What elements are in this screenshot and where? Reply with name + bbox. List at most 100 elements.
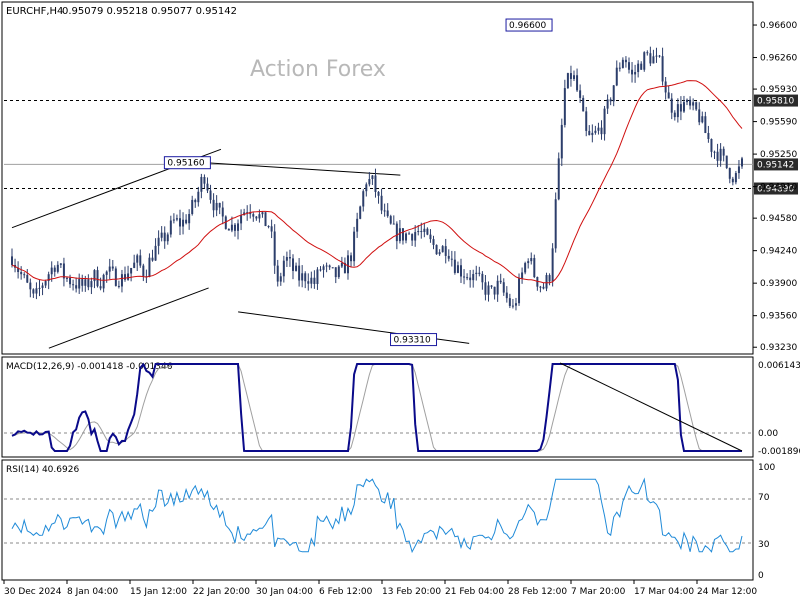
candle-body: [557, 158, 560, 200]
candle-body: [588, 130, 591, 136]
candle-body: [524, 263, 527, 273]
candle-body: [307, 281, 310, 284]
candle-body: [502, 282, 505, 293]
candle-body: [511, 305, 514, 307]
candle-body: [35, 288, 38, 294]
candle-body: [288, 257, 291, 259]
candle-body: [304, 273, 307, 282]
candle-body: [136, 255, 139, 263]
macd-line: [11, 362, 742, 452]
candle-body: [725, 155, 728, 169]
candle-body: [81, 279, 84, 286]
candle-body: [600, 127, 603, 135]
time-tick-label: 13 Feb 20:00: [382, 587, 441, 597]
candle-body: [285, 257, 288, 261]
candle-body: [722, 148, 725, 156]
candle-body: [292, 258, 295, 271]
candle-body: [698, 109, 701, 123]
candle-body: [117, 285, 120, 287]
candle-body: [316, 269, 319, 285]
rsi-tick-100: 100: [758, 463, 775, 473]
time-tick-label: 30 Jan 04:00: [256, 587, 313, 597]
candle-body: [566, 73, 569, 89]
candle-body: [514, 303, 517, 306]
candle-body: [374, 175, 377, 192]
candle-body: [120, 274, 123, 287]
candle-body: [11, 256, 13, 265]
candle-body: [560, 124, 563, 159]
rsi-polyline: [11, 477, 743, 554]
candle-body: [44, 281, 47, 286]
candle-body: [701, 116, 704, 123]
candle-body: [252, 214, 255, 217]
candle-body: [246, 212, 249, 214]
candle-body: [197, 191, 200, 203]
candle-body: [518, 278, 521, 304]
candle-body: [163, 232, 166, 242]
price-tick-label: 0.94580: [760, 214, 797, 224]
price-panel-frame: [1, 1, 754, 355]
candle-body: [710, 139, 713, 152]
candle-body: [340, 262, 343, 267]
candle-body: [191, 199, 194, 214]
annotation-box: [390, 333, 438, 347]
candle-body: [26, 275, 29, 283]
price-tick-label: 0.95930: [760, 85, 797, 95]
candle-body: [75, 285, 78, 289]
candle-body: [640, 63, 643, 70]
candle-body: [169, 220, 172, 235]
candle-body: [261, 212, 264, 215]
price-tick-label: 0.96260: [760, 54, 797, 64]
rsi-panel-frame: [1, 459, 754, 581]
candle-body: [371, 175, 374, 180]
candle-body: [652, 56, 655, 64]
candle-body: [56, 264, 59, 272]
candle-body: [741, 158, 743, 167]
price-levels: 0.95810 0.95142 0.94890: [4, 94, 798, 195]
candle-body: [279, 276, 282, 282]
candle-body: [240, 215, 243, 224]
candle-body: [686, 99, 689, 103]
candle-body: [108, 266, 111, 272]
candle-body: [380, 195, 383, 211]
candle-body: [643, 52, 646, 70]
candle-body: [695, 102, 698, 110]
candle-body: [441, 246, 444, 253]
price-tick-label: 0.93560: [760, 312, 797, 322]
candle-body: [576, 75, 579, 91]
candle-body: [353, 231, 356, 262]
candle-body: [130, 267, 133, 274]
candle-body: [582, 97, 585, 112]
candle-body: [221, 207, 224, 217]
candle-body: [53, 267, 56, 272]
candle-body: [50, 267, 53, 275]
candle-body: [444, 246, 447, 256]
candle-body: [521, 272, 524, 279]
candle-body: [713, 151, 716, 153]
moving-average: [11, 80, 743, 284]
candle-body: [151, 257, 154, 261]
macd-trendline: [559, 362, 743, 452]
time-tick-label: 15 Jan 12:00: [130, 587, 187, 597]
candle-body: [148, 257, 151, 277]
candle-body: [493, 286, 496, 295]
candle-body: [93, 270, 96, 282]
candle-body: [692, 102, 695, 106]
candle-body: [469, 277, 472, 281]
candle-body: [689, 99, 692, 106]
candle-body: [447, 255, 450, 259]
candle-body: [548, 275, 551, 282]
candle-body: [408, 233, 411, 235]
candle-body: [401, 228, 404, 241]
rsi-line: [4, 477, 753, 554]
candle-body: [655, 55, 658, 57]
candle-body: [218, 202, 221, 208]
candle-body: [484, 282, 487, 295]
candle-body: [731, 178, 734, 183]
candle-body: [47, 274, 50, 282]
macd-tick-high: 0.006143: [758, 361, 800, 371]
time-tick-label: 7 Mar 20:00: [571, 587, 626, 597]
rsi-label: RSI(14) 40.6926: [6, 465, 79, 475]
candle-body: [420, 231, 423, 233]
